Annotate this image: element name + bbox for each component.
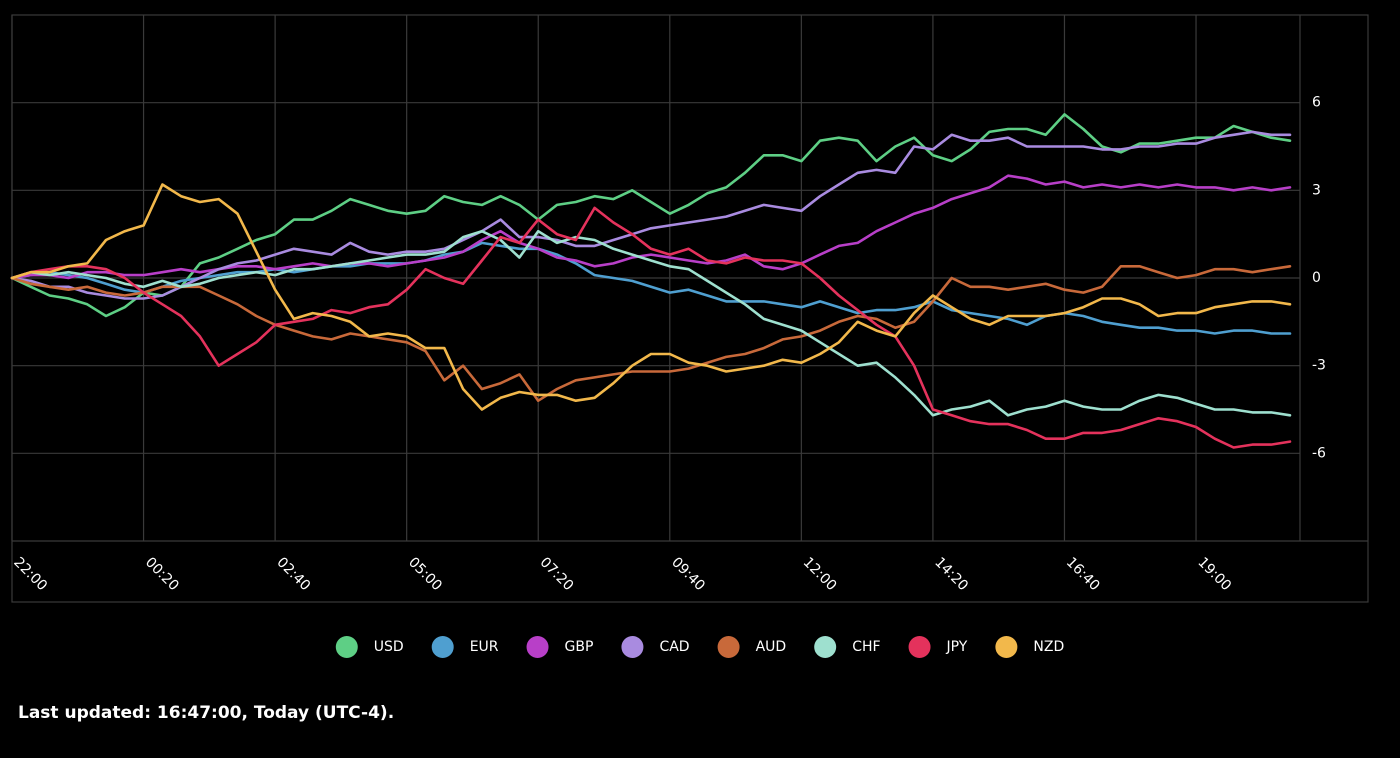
legend-label: EUR bbox=[470, 639, 499, 655]
series-line bbox=[10, 183, 1292, 411]
legend-item: AUD bbox=[717, 636, 787, 658]
y-tick-label: 0 bbox=[1312, 270, 1321, 286]
legend-label: USD bbox=[374, 639, 404, 655]
legend-item: EUR bbox=[431, 636, 499, 658]
legend-swatch bbox=[621, 636, 644, 658]
series-line bbox=[10, 229, 1292, 417]
x-tick-label: 00:20 bbox=[142, 554, 182, 594]
x-tick-label: 14:20 bbox=[931, 554, 971, 594]
legend-label: AUD bbox=[756, 639, 787, 655]
legend-item: JPY bbox=[908, 636, 968, 658]
series-line bbox=[10, 241, 1292, 335]
lines bbox=[10, 15, 1300, 541]
legend-swatch bbox=[908, 636, 931, 658]
legend-label: CAD bbox=[659, 639, 689, 655]
legend-swatch bbox=[526, 636, 549, 658]
x-tick-label: 05:00 bbox=[405, 554, 445, 594]
legend-label: GBP bbox=[565, 639, 594, 655]
series-line bbox=[10, 113, 1292, 318]
legend-swatch bbox=[814, 636, 837, 658]
legend-item: CHF bbox=[814, 636, 881, 658]
series-line bbox=[10, 206, 1292, 449]
y-tick-label: 3 bbox=[1312, 182, 1321, 198]
x-tick-label: 02:40 bbox=[273, 554, 313, 594]
legend-item: USD bbox=[335, 636, 404, 658]
y-tick-label: -6 bbox=[1312, 445, 1326, 461]
x-tick-label: 16:40 bbox=[1063, 554, 1103, 594]
legend-swatch bbox=[717, 636, 740, 658]
y-tick-label: -3 bbox=[1312, 358, 1326, 374]
legend-swatch bbox=[431, 636, 454, 658]
x-tick-label: 22:00 bbox=[10, 554, 50, 594]
legend-label: JPY bbox=[946, 639, 968, 655]
legend-swatch bbox=[995, 636, 1018, 658]
series-line bbox=[10, 265, 1292, 402]
legend-item: CAD bbox=[621, 636, 690, 658]
last-updated: Last updated: 16:47:00, Today (UTC-4). bbox=[18, 703, 394, 723]
x-tick-label: 19:00 bbox=[1194, 554, 1234, 594]
x-tick-label: 07:20 bbox=[537, 554, 577, 594]
x-tick-label: 09:40 bbox=[668, 554, 708, 594]
x-tick-label: 12:00 bbox=[800, 554, 840, 594]
legend-item: GBP bbox=[526, 636, 594, 658]
series-line bbox=[10, 130, 1292, 300]
legend-label: CHF bbox=[852, 639, 880, 655]
y-tick-label: 6 bbox=[1312, 95, 1321, 111]
legend-label: NZD bbox=[1033, 639, 1064, 655]
legend-item: NZD bbox=[995, 636, 1064, 658]
legend-swatch bbox=[335, 636, 358, 658]
